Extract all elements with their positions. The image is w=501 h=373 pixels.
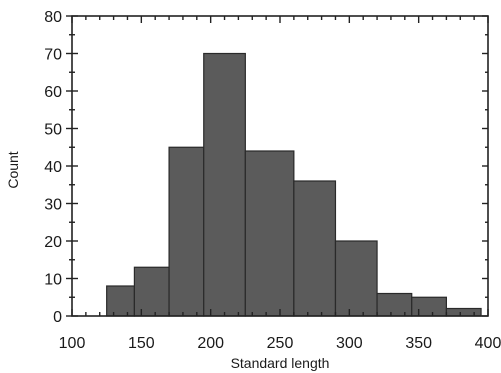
x-tick-label: 150 [128,335,155,352]
histogram-bar-4 [244,150,295,317]
histogram-bar-2 [168,146,205,317]
y-tick-label: 40 [44,159,62,176]
y-tick-label: 70 [44,47,62,64]
x-tick-label: 200 [197,335,224,352]
x-tick-label: 350 [405,335,432,352]
bars-layer [106,52,482,317]
y-tick-label: 20 [44,234,62,251]
y-axis-title: Count [5,151,21,188]
histogram-bar-5 [293,180,337,317]
x-axis-title: Standard length [231,355,330,371]
histogram-bar-9 [445,307,482,317]
x-tick-label: 250 [267,335,294,352]
histogram-bar-1 [133,266,170,317]
y-tick-label: 80 [44,9,62,26]
histogram-bar-3 [203,52,246,317]
histogram-bar-8 [411,296,448,317]
x-tick-label: 100 [59,335,86,352]
histogram-bar-7 [376,292,413,317]
tick-labels-layer: 100 150 200 250 300 350 400 0 10 20 30 40 50 60 70 80 [44,9,501,352]
y-tick-label: 60 [44,84,62,101]
histogram-bar-6 [334,240,378,317]
y-tick-label: 30 [44,197,62,214]
x-tick-label: 300 [336,335,363,352]
ticks-layer [66,15,489,317]
x-tick-label: 400 [475,335,501,352]
histogram-bar-0 [106,285,135,317]
y-tick-label: 0 [53,309,62,326]
y-tick-label: 10 [44,272,62,289]
y-tick-label: 50 [44,122,62,139]
